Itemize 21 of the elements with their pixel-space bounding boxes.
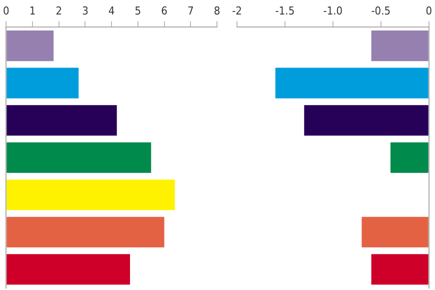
x-tick-label: 2: [56, 4, 62, 18]
x-tick-label: -1.5: [275, 4, 295, 18]
bar: [6, 142, 152, 173]
bar: [6, 216, 164, 248]
x-tick-label: -0.5: [371, 4, 391, 18]
bar: [6, 68, 79, 98]
x-tick-label: 4: [108, 4, 115, 18]
x-tick-label: -2: [232, 4, 242, 18]
bar: [6, 30, 54, 62]
x-tick-label: 5: [134, 4, 142, 18]
x-tick-label: 3: [82, 4, 88, 18]
x-tick-label: 6: [161, 4, 168, 18]
bar: [6, 254, 130, 285]
bar: [6, 180, 175, 210]
x-tick-label: 1: [29, 4, 36, 18]
x-tick-label: 7: [187, 4, 194, 18]
x-tick-label: 8: [214, 4, 220, 18]
bar: [6, 105, 117, 136]
x-tick-label: 0: [3, 4, 10, 18]
x-tick-label: 0: [426, 4, 432, 18]
x-tick-label: -1.0: [323, 4, 343, 18]
